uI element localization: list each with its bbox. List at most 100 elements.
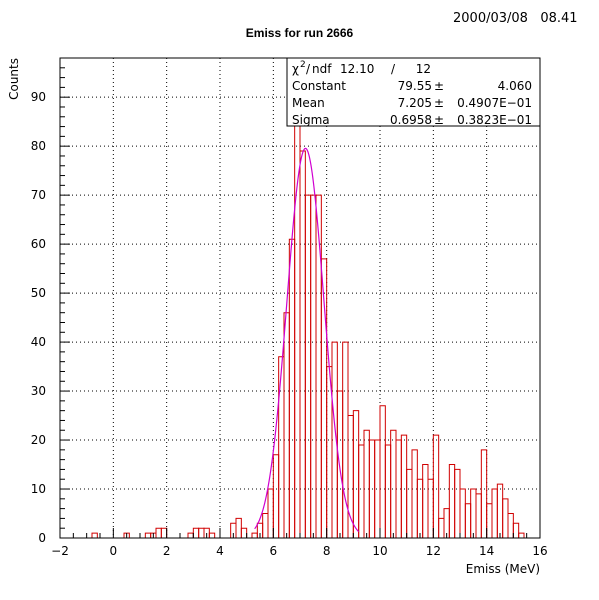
histogram-bin [283, 312, 290, 538]
y-tick-label: 40 [31, 335, 46, 349]
histogram-bin [470, 488, 477, 538]
histogram-bin [390, 429, 397, 538]
chi-square-value: 12.10 [340, 62, 374, 76]
histogram-bin [358, 444, 365, 538]
y-tick-label: 50 [31, 286, 46, 300]
histogram-bin [187, 532, 194, 538]
histogram-bin [454, 468, 461, 538]
histogram-bin [363, 429, 370, 538]
histogram-bin [475, 493, 482, 538]
stat-error-constant: 4.060 [498, 79, 532, 93]
histogram-bin [278, 356, 285, 538]
histogram-bin [502, 498, 509, 538]
axis-ticks [59, 57, 541, 539]
y-tick-label: 30 [31, 384, 46, 398]
histogram-series [91, 106, 525, 538]
x-axis-label: Emiss (MeV) [466, 562, 540, 576]
stat-label-sigma: Sigma [292, 113, 330, 127]
stat-pm-constant: ± [434, 79, 444, 93]
histogram-bin [512, 522, 520, 538]
histogram-bin [400, 434, 408, 538]
histogram-bin [235, 517, 242, 538]
y-tick-label: 80 [31, 139, 46, 153]
x-tick-labels: −2 0 2 4 6 8 10 12 14 16 [51, 544, 547, 558]
stat-value-mean: 7.205 [398, 96, 432, 110]
histogram-bin [288, 238, 296, 538]
x-tick-label: 2 [163, 544, 171, 558]
histogram-bin [480, 449, 488, 538]
date-stamp: 2000/03/08 08.41 [453, 11, 578, 26]
histogram-bin [336, 390, 344, 538]
histogram-bin [240, 527, 248, 538]
stats-box-frame [286, 57, 541, 127]
gaussian-fit-curve [254, 147, 360, 533]
histogram-bin [384, 444, 392, 538]
histogram-bin [507, 513, 514, 538]
histogram-bin [352, 410, 360, 538]
stat-error-sigma: 0.3823E−01 [457, 113, 532, 127]
x-tick-label: 14 [479, 544, 494, 558]
histogram-bin [496, 483, 504, 538]
histogram-bin [406, 468, 413, 538]
histogram-bin [486, 503, 493, 538]
histogram-bin [299, 150, 306, 538]
histogram-bin [422, 464, 429, 538]
chi-square-slash: / [306, 62, 311, 76]
histogram-bin [347, 415, 354, 538]
histogram-bin [251, 532, 258, 538]
histogram-bin [267, 488, 274, 538]
gaussian-fit-series [254, 147, 360, 533]
stat-error-mean: 0.4907E−01 [457, 96, 532, 110]
histogram-bin [262, 513, 269, 538]
histogram-bin [374, 439, 381, 538]
histogram-bin [208, 532, 216, 538]
histogram-bin [411, 449, 418, 538]
histogram-bin [416, 478, 424, 538]
y-tick-label: 90 [31, 90, 46, 104]
histogram-bin [272, 454, 280, 538]
histogram-bin [427, 478, 434, 538]
chart-title: Emiss for run 2666 [245, 26, 354, 40]
x-tick-label: 10 [372, 544, 387, 558]
histogram-bin [518, 532, 525, 538]
y-tick-label: 20 [31, 433, 46, 447]
fit-stats-box: χ 2 / ndf 12.10 / 12 Constant 79.55 ± 4.… [286, 57, 541, 127]
histogram-bin [198, 527, 205, 538]
chi-square-symbol: χ [292, 62, 299, 76]
histogram-bin [144, 532, 152, 538]
histogram-bin [438, 517, 445, 538]
x-tick-label: 16 [532, 544, 547, 558]
y-tick-label: 0 [38, 531, 46, 545]
x-tick-label: 8 [323, 544, 331, 558]
stat-pm-sigma: ± [434, 113, 444, 127]
chi-square-exponent: 2 [300, 60, 306, 70]
histogram-bin [379, 405, 386, 538]
stat-value-constant: 79.55 [398, 79, 432, 93]
histogram-bin [459, 488, 466, 538]
y-tick-label: 60 [31, 237, 46, 251]
x-tick-label: 0 [110, 544, 118, 558]
histogram-bin [192, 527, 200, 538]
histogram-bin [91, 532, 98, 538]
stat-value-sigma: 0.6958 [390, 113, 432, 127]
chi-ndf-separator: / [391, 62, 396, 76]
histogram-bin [304, 194, 312, 538]
ndf-value: 12 [416, 62, 431, 76]
histogram-bin [491, 488, 498, 538]
histogram-bin [155, 527, 162, 538]
stat-pm-mean: ± [434, 96, 444, 110]
x-tick-label: 6 [270, 544, 278, 558]
chi-ndf-label: ndf [312, 62, 332, 76]
x-tick-label: −2 [51, 544, 69, 558]
histogram-bin [315, 194, 322, 538]
histogram-bin [448, 464, 456, 538]
x-tick-label: 12 [426, 544, 441, 558]
y-axis-label: Counts [7, 58, 21, 100]
stat-label-constant: Constant [292, 79, 346, 93]
histogram-bin [310, 194, 317, 538]
stat-label-mean: Mean [292, 96, 325, 110]
histogram-bin [464, 503, 472, 538]
histogram-bin [160, 527, 168, 538]
y-tick-labels: 0 10 20 30 40 50 60 70 80 90 [31, 90, 46, 545]
